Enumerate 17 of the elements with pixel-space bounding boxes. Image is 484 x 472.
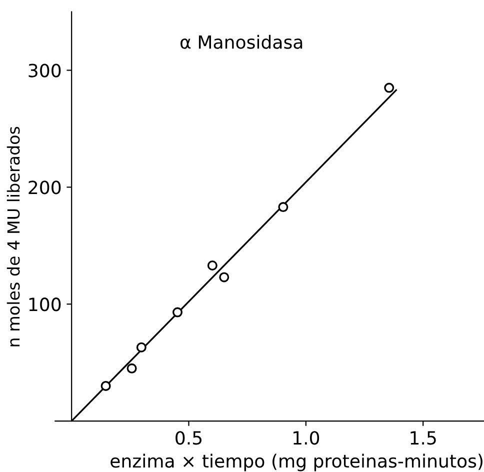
y-tick-label: 300 [28,64,61,78]
y-axis-title: n moles de 4 MU liberados [6,126,20,346]
point [136,342,146,352]
x-tick-label: 1.5 [410,431,436,445]
x-tick-label: 1.0 [294,431,320,445]
point [126,363,137,374]
point [278,202,288,212]
point [384,82,394,93]
annotation: α Manosidasa [180,34,302,49]
x-tick-label: 0.5 [176,431,202,445]
y-tick-label: 200 [28,180,61,194]
point [207,260,218,271]
point [219,272,230,282]
x-axis-title: enzima × tiempo (mg proteinas-minutos) [110,454,482,472]
y-tick-label: 100 [29,298,61,312]
point [172,307,182,318]
point [100,380,111,391]
